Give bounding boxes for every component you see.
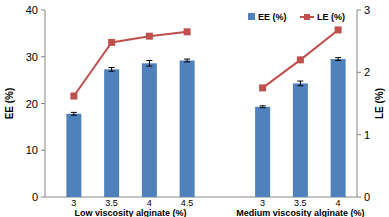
legend: EE (%) LE (%) (248, 12, 345, 22)
marker (335, 26, 342, 33)
line (74, 30, 338, 96)
x-tick-label: 3 (71, 198, 76, 208)
x-tick-label: 4.5 (181, 198, 194, 208)
error-cap (184, 59, 190, 60)
error-bar (146, 60, 152, 66)
y-tick (41, 150, 45, 151)
error-cap (71, 112, 77, 113)
bar (293, 83, 308, 197)
marker (297, 56, 304, 63)
y-tick-label: 40 (26, 4, 38, 16)
error-cap (109, 71, 115, 72)
plot-area (66, 26, 345, 197)
y2-tick-label: 2 (364, 66, 370, 78)
bar (331, 59, 346, 197)
chart: 0102030400123EE (%)LE (%)33.544.533.54Lo… (0, 0, 389, 217)
error-bar (71, 112, 77, 115)
y-tick (41, 197, 45, 198)
y-tick (41, 10, 45, 11)
y2-tick (357, 72, 361, 73)
error-cap (260, 107, 266, 108)
y2-tick (357, 10, 361, 11)
error-stem (300, 81, 301, 86)
x-tick-label: 4 (336, 198, 341, 208)
error-bar (297, 81, 303, 86)
group-label: Low viscosity alginate (%) (74, 208, 186, 217)
y2-tick (357, 134, 361, 135)
x-tick-label: 3 (260, 198, 265, 208)
x-tick-label: 3.5 (294, 198, 307, 208)
legend-label: EE (%) (258, 12, 287, 22)
y-tick-label: 10 (26, 144, 38, 156)
legend-label: LE (%) (317, 12, 345, 22)
bar (104, 69, 119, 197)
y2-axis (357, 10, 358, 197)
marker (70, 93, 77, 100)
bar (255, 107, 270, 197)
error-cap (335, 57, 341, 58)
error-cap (109, 67, 115, 68)
error-stem (149, 60, 150, 66)
y-tick-label: 20 (26, 98, 38, 110)
error-bar (184, 59, 190, 62)
error-cap (146, 66, 152, 67)
x-axis (45, 197, 357, 198)
y2-tick-label: 3 (364, 4, 370, 16)
y2-axis-title: LE (%) (374, 88, 385, 119)
y-tick-label: 30 (26, 51, 38, 63)
marker (108, 39, 115, 46)
error-cap (297, 81, 303, 82)
y-axis-title: EE (%) (4, 88, 15, 120)
x-tick-label: 4 (147, 198, 152, 208)
legend-marker (304, 14, 310, 20)
marker (146, 33, 153, 40)
bar (142, 63, 157, 197)
y-tick (41, 103, 45, 104)
y2-tick (357, 197, 361, 198)
y2-tick-label: 0 (364, 191, 370, 203)
legend-swatch (248, 13, 255, 20)
error-cap (297, 85, 303, 86)
x-tick-label: 3.5 (105, 198, 118, 208)
error-bar (335, 58, 341, 61)
error-bar (260, 106, 266, 108)
error-cap (335, 60, 341, 61)
y-tick (41, 56, 45, 57)
y2-tick-label: 1 (364, 129, 370, 141)
marker (184, 28, 191, 35)
error-cap (184, 61, 190, 62)
marker (259, 84, 266, 91)
bar (66, 114, 81, 197)
error-cap (146, 60, 152, 61)
error-cap (260, 105, 266, 106)
error-bar (109, 68, 115, 72)
y-tick-label: 0 (32, 191, 38, 203)
error-cap (71, 115, 77, 116)
bar (180, 60, 195, 197)
error-stem (111, 68, 112, 72)
group-label: Medium viscosity alginate (%) (236, 208, 364, 217)
